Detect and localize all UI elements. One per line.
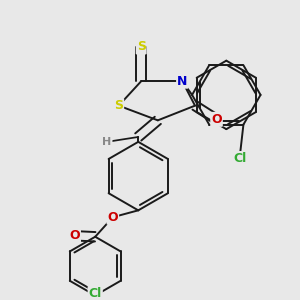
Text: O: O: [211, 113, 222, 126]
Text: N: N: [177, 75, 188, 88]
Text: S: S: [137, 40, 146, 53]
Text: O: O: [107, 211, 118, 224]
Text: H: H: [102, 137, 112, 147]
Text: O: O: [69, 229, 80, 242]
Text: S: S: [114, 99, 123, 112]
Text: Cl: Cl: [233, 152, 247, 165]
Text: Cl: Cl: [88, 287, 102, 300]
